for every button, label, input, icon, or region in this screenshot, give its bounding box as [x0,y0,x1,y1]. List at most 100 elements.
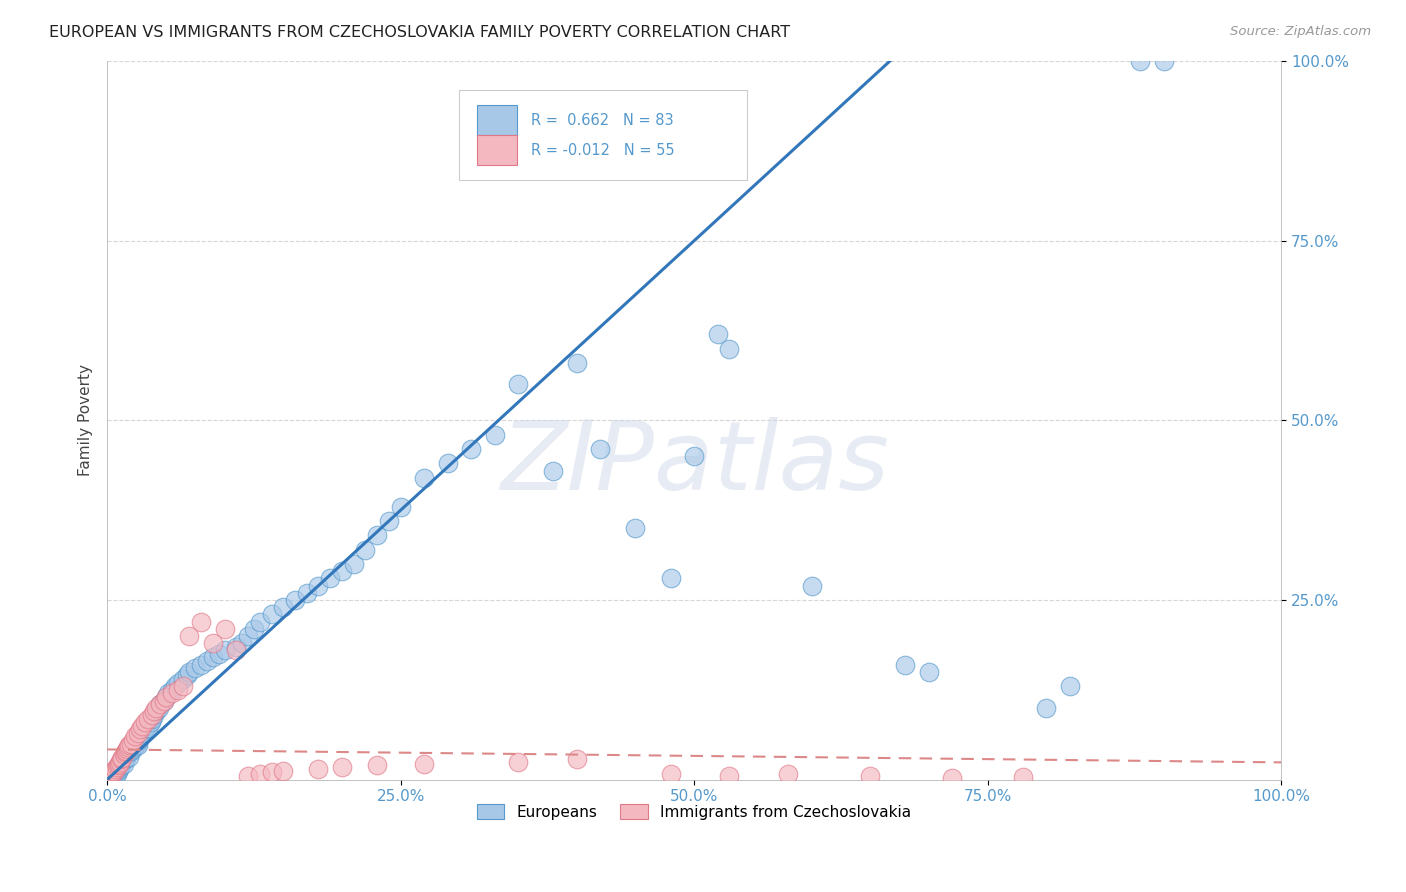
Point [104,765,127,780]
Point [105,767,128,781]
Point [101,765,124,780]
Point [308,579,330,593]
Point [101,767,124,781]
Point [145,700,167,714]
Point [115,744,138,758]
Point [143,704,166,718]
Point [894,657,917,672]
Point [225,640,247,654]
Point [152,693,174,707]
Point [195,654,218,668]
Point [179,629,201,643]
Point [366,758,388,772]
Text: ZIPatlas: ZIPatlas [499,417,889,510]
Point [149,697,172,711]
Point [800,579,823,593]
Point [1129,54,1152,69]
Point [918,665,941,679]
Point [260,607,283,622]
Point [225,643,247,657]
Point [117,740,139,755]
Point [155,690,177,704]
Point [108,759,131,773]
Point [859,769,882,783]
Point [484,427,506,442]
Point [101,769,124,783]
Point [249,767,271,781]
Point [184,661,207,675]
Point [125,737,148,751]
Point [145,704,167,718]
Point [201,650,224,665]
Point [343,557,366,571]
Point [104,762,127,776]
Point [136,721,159,735]
Point [718,342,741,356]
Point [389,500,412,514]
Point [541,464,564,478]
Point [115,747,138,762]
Point [243,622,266,636]
Point [141,708,163,723]
Point [330,564,353,578]
Point [155,690,177,704]
Point [190,657,212,672]
FancyBboxPatch shape [460,90,747,179]
Point [129,730,152,744]
Point [115,742,138,756]
Legend: Europeans, Immigrants from Czechoslovakia: Europeans, Immigrants from Czechoslovaki… [471,798,918,826]
Point [236,769,259,783]
Point [683,450,706,464]
Point [165,679,187,693]
Point [129,723,152,737]
Point [179,665,201,679]
Point [141,712,163,726]
Point [118,738,141,752]
Point [659,767,682,781]
Text: EUROPEAN VS IMMIGRANTS FROM CZECHOSLOVAKIA FAMILY POVERTY CORRELATION CHART: EUROPEAN VS IMMIGRANTS FROM CZECHOSLOVAK… [49,25,790,40]
Point [166,682,188,697]
Point [115,751,138,765]
Point [112,756,135,771]
Point [624,521,647,535]
Point [127,726,149,740]
Point [260,765,283,780]
Point [436,457,458,471]
Point [249,615,271,629]
Point [354,542,377,557]
Point [107,758,129,772]
Point [172,672,194,686]
Point [413,756,436,771]
Point [110,758,132,772]
Point [201,636,224,650]
Point [589,442,612,456]
Y-axis label: Family Poverty: Family Poverty [79,364,93,476]
Point [108,756,131,771]
Point [152,693,174,707]
Point [149,697,172,711]
Point [271,764,294,778]
Point [1011,771,1033,785]
Point [214,643,236,657]
Point [295,586,318,600]
Point [1035,700,1057,714]
Point [134,715,156,730]
Point [127,738,149,752]
Point [413,471,436,485]
Point [166,675,188,690]
Point [284,593,307,607]
Point [718,769,741,783]
Point [111,755,134,769]
Point [659,571,682,585]
Point [105,759,128,773]
Point [366,528,388,542]
Point [131,719,153,733]
Text: R =  0.662   N = 83: R = 0.662 N = 83 [531,112,673,128]
Point [172,679,194,693]
Point [330,759,353,773]
Point [160,682,183,697]
Point [112,747,135,762]
Point [565,356,588,370]
Point [139,715,162,730]
Point [143,708,166,723]
